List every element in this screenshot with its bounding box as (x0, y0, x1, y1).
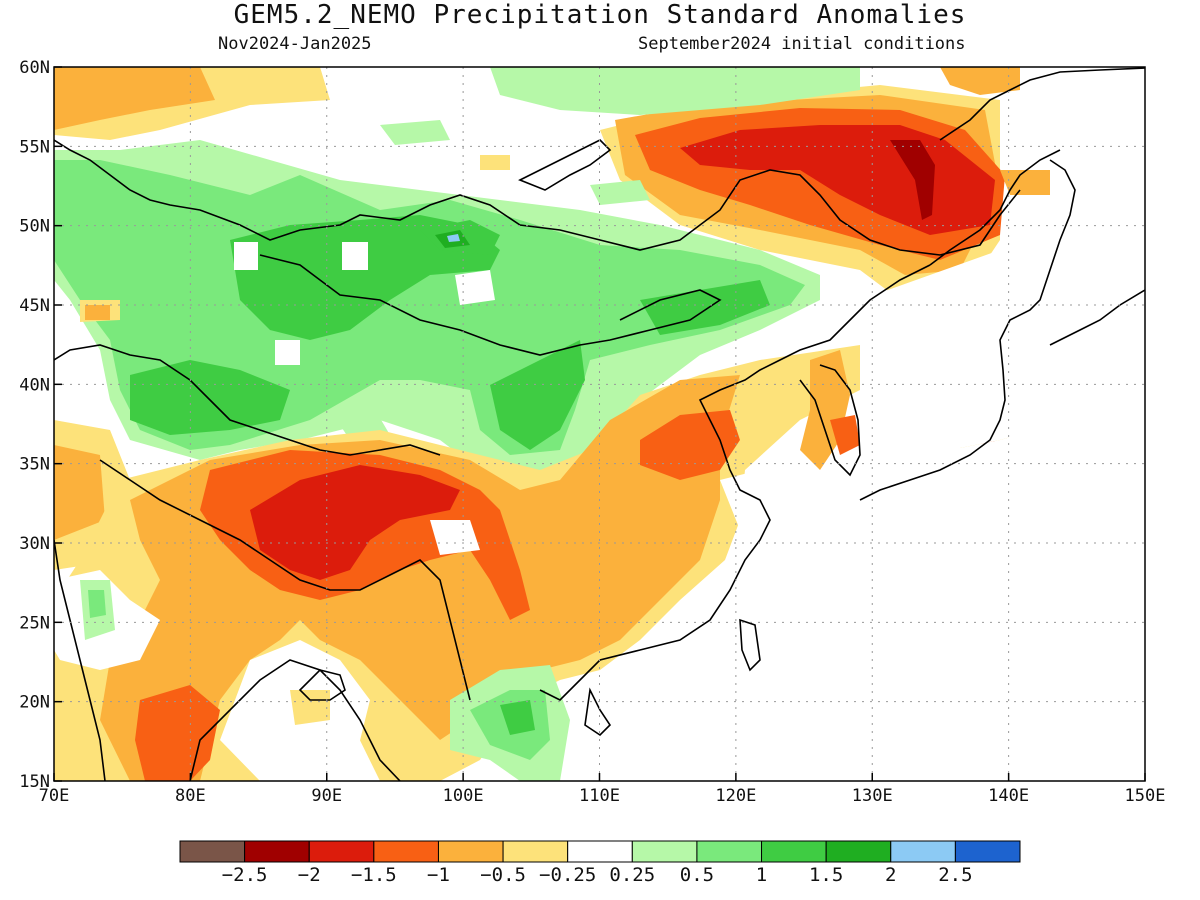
colorbar-label: 0.5 (680, 864, 714, 886)
anomaly-fields (54, 67, 1145, 781)
anomaly-patch (940, 67, 1020, 95)
anomaly-patch (430, 520, 480, 555)
coastlines (54, 67, 1145, 781)
anomaly-patch (54, 67, 215, 130)
lat-tick-label: 20N (19, 693, 50, 713)
colorbar-swatch (437, 840, 504, 863)
forecast-period: Nov2024-Jan2025 (218, 34, 372, 54)
anomaly-patch (860, 150, 1145, 460)
lat-tick-label: 40N (19, 375, 50, 395)
lat-tick-label: 25N (19, 613, 50, 633)
colorbar-swatch (631, 840, 698, 863)
coastline (259, 254, 722, 356)
anomaly-patch (234, 242, 258, 270)
anomaly-patch (275, 340, 300, 365)
lat-tick-label: 50N (19, 217, 50, 237)
lon-tick-label: 80E (175, 786, 206, 806)
lon-tick-label: 140E (988, 786, 1029, 806)
anomaly-patch (130, 360, 290, 435)
colorbar-swatch (761, 840, 827, 863)
lon-tick-label: 100E (443, 786, 484, 806)
colorbar-swatch (502, 840, 569, 863)
colorbar-label: −0.5 (480, 864, 526, 886)
colorbar-label: 2 (885, 864, 896, 886)
anomaly-patch (590, 180, 650, 205)
lon-tick-label: 70E (39, 786, 70, 806)
lon-tick-label: 120E (715, 786, 756, 806)
gridlines (54, 67, 1145, 781)
colorbar-swatch (825, 840, 892, 863)
colorbar-swatch (696, 840, 763, 863)
lon-tick-label: 150E (1125, 786, 1166, 806)
anomaly-patch (250, 465, 460, 580)
coastline (539, 264, 931, 701)
anomaly-patch (490, 340, 585, 450)
anomaly-patch (890, 140, 935, 220)
coastline (99, 459, 471, 701)
anomaly-patch (500, 700, 535, 735)
lat-tick-label: 35N (19, 455, 50, 475)
lon-tick-label: 130E (852, 786, 893, 806)
lat-tick-label: 55N (19, 137, 50, 157)
lat-tick-label: 45N (19, 296, 50, 316)
anomaly-patch (830, 415, 860, 455)
coastline (929, 149, 1061, 266)
colorbar: −2.5 −2 −1.5 −1 −0.5 −0.25 0.25 0.5 1 1.5 2 2.5 (179, 840, 1021, 886)
colorbar-label: 0.25 (609, 864, 655, 886)
colorbar-swatch (567, 840, 633, 863)
colorbar-label: −0.25 (539, 864, 596, 886)
initial-conditions: September2024 initial conditions (638, 34, 966, 54)
coastline (298, 669, 346, 701)
lon-tick-label: 90E (311, 786, 342, 806)
colorbar-swatch (954, 840, 1021, 863)
anomaly-patch (342, 242, 368, 270)
colorbar-swatch (890, 840, 956, 863)
colorbar-label: 2.5 (938, 864, 972, 886)
coastline (584, 687, 612, 737)
colorbar-label: −1 (427, 864, 450, 886)
coastline (518, 139, 612, 191)
anomaly-patch (490, 67, 860, 115)
anomaly-patch (88, 590, 106, 618)
coastline (1049, 289, 1145, 346)
colorbar-swatch (308, 840, 375, 863)
anomaly-patch (135, 685, 220, 781)
anomaly-patch (54, 445, 105, 540)
anomaly-patch (85, 305, 110, 320)
coastline (799, 364, 861, 477)
colorbar-label: −1.5 (351, 864, 397, 886)
latitude-ticks: 60N 55N 50N 45N 40N 35N 30N 25N 20N 15N (19, 58, 62, 792)
colorbar-label: 1.5 (809, 864, 843, 886)
coastline (54, 344, 441, 456)
coastline (54, 139, 1021, 256)
colorbar-swatch (244, 840, 310, 863)
lon-tick-label: 110E (579, 786, 620, 806)
anomaly-patch (640, 280, 770, 335)
colorbar-swatch (373, 840, 439, 863)
anomaly-patch (640, 410, 740, 480)
coastline (189, 659, 401, 781)
anomaly-patch (230, 215, 500, 340)
coastline (939, 67, 1145, 141)
longitude-ticks: 70E 80E 90E 100E 110E 120E 130E 140E 150E (39, 773, 1166, 806)
coastline (739, 618, 761, 672)
colorbar-label: 1 (756, 864, 767, 886)
anomaly-patch (290, 690, 330, 725)
anomaly-patch (447, 234, 460, 242)
colorbar-swatch (179, 840, 246, 863)
page-title: GEM5.2_NEMO Precipitation Standard Anoma… (233, 0, 967, 30)
lat-tick-label: 15N (19, 772, 50, 792)
coastline (54, 539, 106, 781)
anomaly-patch (570, 400, 1145, 781)
anomaly-patch (455, 270, 495, 305)
coastline (859, 159, 1076, 501)
anomaly-patch (380, 120, 450, 145)
anomaly-patch (480, 155, 510, 170)
lat-tick-label: 60N (19, 58, 50, 78)
anomaly-patch (1000, 170, 1050, 195)
lat-tick-label: 30N (19, 534, 50, 554)
colorbar-label: −2 (298, 864, 321, 886)
colorbar-label: −2.5 (222, 864, 268, 886)
